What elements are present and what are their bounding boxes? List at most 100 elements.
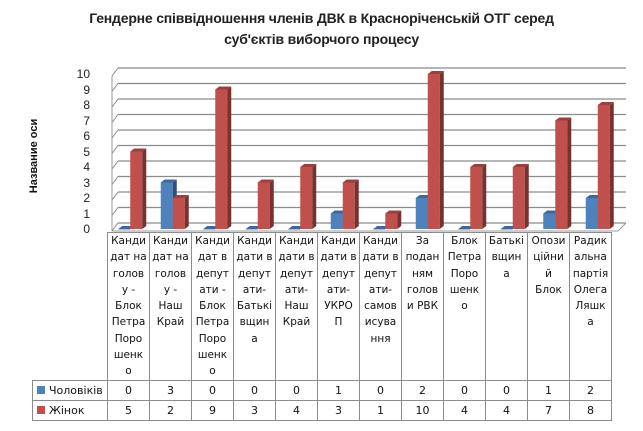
category-label: Радик альна партія Олега Ляшк а bbox=[569, 232, 612, 381]
category-label: Канди дат на голов у - Наш Край bbox=[149, 232, 192, 381]
table-cell: 3 bbox=[317, 399, 360, 421]
bar-women bbox=[597, 102, 614, 229]
bar-front-face bbox=[245, 229, 258, 230]
y-tick-label: 1 bbox=[83, 206, 90, 221]
category-label: Канди дати в депут ати- Батькі вщин а bbox=[233, 232, 276, 381]
category-label-line: Олега bbox=[573, 283, 608, 296]
category-label-line: Опози bbox=[531, 235, 566, 247]
category-label-line: Край bbox=[282, 316, 311, 329]
category-label-line: Канди bbox=[363, 235, 398, 247]
side-wall-gridline bbox=[111, 83, 119, 92]
category-label-line: депут bbox=[238, 267, 271, 280]
bar-top-face bbox=[385, 210, 402, 214]
bar-side-face bbox=[524, 164, 529, 229]
table-row: Жінок 5 2 9 3 4 3 1 10 4 4 7 8 bbox=[32, 399, 612, 421]
category-label-line: Блок bbox=[535, 283, 562, 296]
bar-side-face bbox=[269, 179, 274, 229]
bar-front-face bbox=[415, 198, 428, 229]
side-wall-gridline bbox=[111, 114, 119, 123]
bar-front-face bbox=[373, 229, 386, 230]
bar-front-face bbox=[427, 74, 440, 229]
category-label-line: дати в bbox=[320, 251, 357, 264]
category-label-line: самов bbox=[364, 300, 397, 313]
category-label: Канди дат в депут ати - Блок Петра Поро шенк о bbox=[191, 232, 234, 381]
legend-key: Чоловіків bbox=[32, 379, 108, 401]
bar-front-face bbox=[160, 182, 173, 229]
y-tick-label: 10 bbox=[76, 67, 90, 81]
bar-front-face bbox=[130, 151, 143, 229]
bar-front-face bbox=[585, 198, 598, 229]
category-label-line: Блок bbox=[115, 300, 142, 313]
category-label-line: депут bbox=[322, 267, 355, 280]
table-cell: 0 bbox=[485, 379, 528, 401]
category-label: Канди дати в депут ати-самов исува ння bbox=[359, 232, 402, 381]
bar-women bbox=[470, 164, 487, 229]
category-label-line: ати- bbox=[326, 283, 351, 296]
category-label-line: дати в bbox=[278, 251, 315, 264]
table-cell: 4 bbox=[443, 399, 486, 421]
category-label-line: Поро bbox=[114, 332, 143, 345]
category-label-line: подан bbox=[405, 251, 440, 264]
bar-top-face bbox=[427, 71, 444, 74]
category-label-line: дати в bbox=[362, 251, 399, 264]
bar-women bbox=[172, 195, 189, 229]
y-tick-label: 5 bbox=[83, 144, 90, 159]
category-label-line: Канди bbox=[237, 235, 272, 247]
table-cell: 10 bbox=[401, 399, 444, 421]
category-label-line: у - bbox=[163, 283, 178, 296]
bar-top-face bbox=[160, 179, 177, 183]
bar-women bbox=[215, 86, 232, 229]
chart-title: Гендерне співвідношення членів ДВК в Кра… bbox=[0, 8, 643, 50]
category-label-line: шенк bbox=[113, 349, 144, 362]
category-label-line: шенк bbox=[449, 283, 480, 296]
bar-front-face bbox=[300, 167, 313, 229]
category-label-line: голов bbox=[406, 283, 439, 296]
side-wall-gridline bbox=[111, 176, 119, 185]
category-label-line: Ляшк bbox=[575, 300, 606, 313]
bar-front-face bbox=[470, 167, 483, 229]
category-label-line: партія bbox=[572, 267, 609, 280]
category-label-line: дат в bbox=[197, 251, 228, 264]
category-label-line: голов bbox=[154, 267, 187, 280]
table-cell: 5 bbox=[107, 399, 150, 421]
bar-side-face bbox=[354, 179, 359, 229]
table-row: Чоловіків 0 3 0 0 0 1 0 2 0 0 1 2 bbox=[32, 379, 612, 401]
category-label-line: Петра bbox=[195, 316, 230, 329]
category-label-line: За bbox=[415, 235, 430, 247]
table-cell: 2 bbox=[401, 379, 444, 401]
bar-front-face bbox=[385, 213, 398, 229]
category-label-line: Петра bbox=[447, 251, 482, 264]
category-label-line: у - bbox=[121, 283, 136, 296]
bar-front-face bbox=[543, 213, 556, 229]
table-cell: 2 bbox=[569, 379, 612, 401]
category-label-line: Петра bbox=[111, 316, 146, 329]
category-label-line: Канди bbox=[279, 235, 314, 247]
category-label-line: Радик bbox=[573, 235, 608, 247]
chart-title-line-2: суб'єктів виборчого процесу bbox=[224, 31, 419, 47]
legend-swatch-icon bbox=[37, 405, 45, 414]
bar-women bbox=[342, 179, 359, 229]
bar-side-face bbox=[184, 195, 189, 229]
category-label-line: Наш bbox=[158, 300, 183, 313]
y-tick-label: 3 bbox=[83, 175, 90, 190]
category-label: За подан ням голов и РВК bbox=[401, 232, 444, 381]
side-wall-gridline bbox=[111, 145, 119, 154]
bar-women bbox=[130, 148, 147, 229]
category-label-line: о bbox=[209, 365, 216, 378]
category-label-line: голов bbox=[112, 267, 145, 280]
category-label: Канди дати в депут ати- УКРО П bbox=[317, 232, 360, 381]
side-wall-gridline bbox=[111, 160, 119, 170]
category-label-line: дат на bbox=[152, 251, 189, 264]
table-cell: 1 bbox=[359, 399, 402, 421]
bar-front-face bbox=[118, 229, 131, 230]
bar-side-face bbox=[312, 164, 317, 229]
bar-top-face bbox=[300, 164, 317, 167]
side-wall-gridline bbox=[111, 129, 119, 139]
category-label-line: ням bbox=[411, 267, 434, 280]
category-label-line: й bbox=[545, 267, 552, 280]
category-label-line: Блок bbox=[451, 235, 478, 247]
category-label: Канди дати в депут ати- Наш Край bbox=[275, 232, 318, 381]
bar-side-face bbox=[439, 71, 444, 229]
category-label: Блок Петра Поро шенк о bbox=[443, 232, 486, 381]
